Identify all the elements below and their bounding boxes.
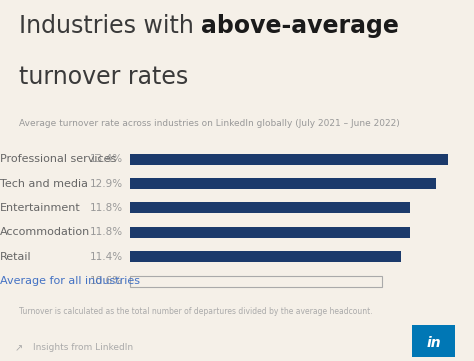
Text: 13.4%: 13.4% (90, 154, 123, 164)
Text: ↗: ↗ (14, 343, 22, 353)
Bar (130, 153, 448, 165)
Bar (130, 203, 410, 213)
Text: above-average: above-average (201, 14, 399, 38)
Text: Professional services: Professional services (0, 154, 116, 164)
Bar (130, 227, 410, 238)
Text: Accommodation: Accommodation (0, 227, 90, 238)
Text: in: in (427, 336, 441, 350)
Text: Industries with: Industries with (19, 14, 201, 38)
Bar (130, 251, 401, 262)
Text: Entertainment: Entertainment (0, 203, 81, 213)
Text: 10.6%: 10.6% (90, 277, 123, 286)
Bar (130, 276, 382, 287)
Text: 12.9%: 12.9% (90, 179, 123, 188)
Text: Average turnover rate across industries on LinkedIn globally (July 2021 – June 2: Average turnover rate across industries … (19, 119, 400, 128)
Text: Turnover is calculated as the total number of departures divided by the average : Turnover is calculated as the total numb… (19, 307, 373, 316)
Text: 11.8%: 11.8% (90, 227, 123, 238)
Text: Tech and media: Tech and media (0, 179, 88, 188)
Bar (130, 178, 436, 189)
Text: Retail: Retail (0, 252, 32, 262)
Text: Insights from LinkedIn: Insights from LinkedIn (33, 343, 133, 352)
Text: Average for all industries: Average for all industries (0, 277, 140, 286)
Text: 11.4%: 11.4% (90, 252, 123, 262)
Text: 11.8%: 11.8% (90, 203, 123, 213)
Text: turnover rates: turnover rates (19, 65, 188, 89)
